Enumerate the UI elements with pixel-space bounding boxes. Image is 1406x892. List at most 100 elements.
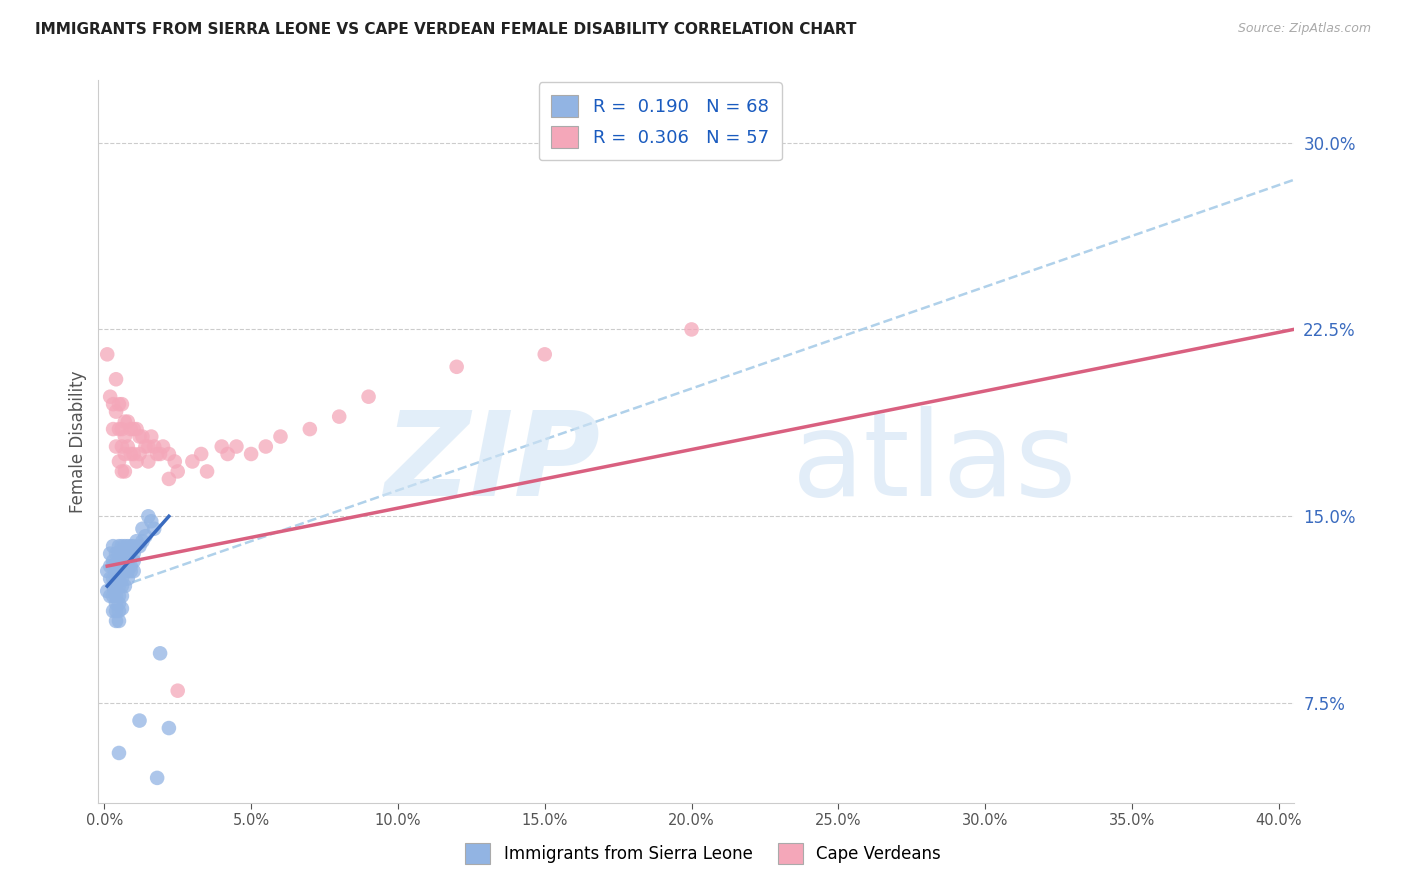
Point (105, 597, 128, 611)
Point (105, 604, 128, 618)
Point (146, 771, 169, 785)
Point (114, 564, 136, 578)
Point (114, 415, 136, 429)
Point (114, 579, 136, 593)
Point (122, 422, 145, 436)
Point (131, 429, 153, 443)
Point (105, 404, 128, 418)
Point (120, 564, 142, 578)
Point (96, 564, 118, 578)
Point (128, 539, 150, 553)
Point (98, 572, 121, 586)
Point (105, 440, 128, 454)
Point (114, 559, 136, 574)
Point (166, 683, 188, 698)
Point (533, 347, 555, 361)
Point (138, 454, 160, 468)
Point (131, 534, 153, 549)
Point (157, 472, 180, 486)
Point (105, 559, 128, 574)
Text: ZIP: ZIP (384, 406, 600, 521)
Point (101, 579, 124, 593)
Point (98, 559, 121, 574)
Point (128, 447, 150, 461)
Point (101, 422, 124, 436)
Point (108, 572, 131, 586)
Point (101, 397, 124, 411)
Point (195, 465, 218, 479)
Point (131, 522, 153, 536)
Point (166, 465, 188, 479)
Point (181, 454, 204, 468)
Point (111, 397, 134, 411)
Point (101, 604, 124, 618)
Point (98, 547, 121, 561)
Point (298, 422, 321, 436)
Point (240, 447, 263, 461)
Point (125, 534, 148, 549)
Point (111, 465, 134, 479)
Point (111, 589, 134, 603)
Point (128, 714, 150, 728)
Point (122, 447, 145, 461)
Point (96, 584, 118, 599)
Point (143, 440, 166, 454)
Point (108, 597, 131, 611)
Point (98, 589, 121, 603)
Point (117, 554, 139, 568)
Point (357, 390, 380, 404)
Point (117, 415, 139, 429)
Point (146, 447, 169, 461)
Point (128, 429, 150, 443)
Point (120, 447, 142, 461)
Point (111, 572, 134, 586)
Point (163, 454, 186, 468)
Point (101, 539, 124, 553)
Point (134, 529, 156, 543)
Point (149, 646, 172, 660)
Point (114, 547, 136, 561)
Point (141, 429, 163, 443)
Point (108, 539, 131, 553)
Point (117, 440, 139, 454)
Point (108, 397, 131, 411)
Point (120, 539, 142, 553)
Point (681, 322, 703, 336)
Point (105, 614, 128, 628)
Point (101, 589, 124, 603)
Point (111, 601, 134, 615)
Point (108, 422, 131, 436)
Point (114, 447, 136, 461)
Point (141, 514, 163, 528)
Point (125, 422, 148, 436)
Point (122, 539, 145, 553)
Text: Source: ZipAtlas.com: Source: ZipAtlas.com (1237, 22, 1371, 36)
Point (105, 579, 128, 593)
Legend: R =  0.190   N = 68, R =  0.306   N = 57: R = 0.190 N = 68, R = 0.306 N = 57 (538, 82, 782, 161)
Y-axis label: Female Disability: Female Disability (69, 370, 87, 513)
Point (269, 429, 291, 443)
Point (101, 559, 124, 574)
Point (446, 359, 468, 374)
Point (120, 547, 142, 561)
Point (111, 539, 134, 553)
Point (120, 422, 142, 436)
Point (111, 559, 134, 574)
Point (108, 589, 131, 603)
Point (122, 554, 145, 568)
Point (108, 454, 131, 468)
Point (111, 422, 134, 436)
Point (217, 447, 239, 461)
Point (108, 746, 131, 760)
Point (117, 564, 139, 578)
Text: IMMIGRANTS FROM SIERRA LEONE VS CAPE VERDEAN FEMALE DISABILITY CORRELATION CHART: IMMIGRANTS FROM SIERRA LEONE VS CAPE VER… (35, 22, 856, 37)
Point (138, 509, 160, 524)
Point (114, 554, 136, 568)
Point (152, 440, 174, 454)
Point (114, 539, 136, 553)
Point (117, 547, 139, 561)
Point (157, 721, 180, 735)
Point (108, 547, 131, 561)
Point (190, 447, 212, 461)
Point (105, 572, 128, 586)
